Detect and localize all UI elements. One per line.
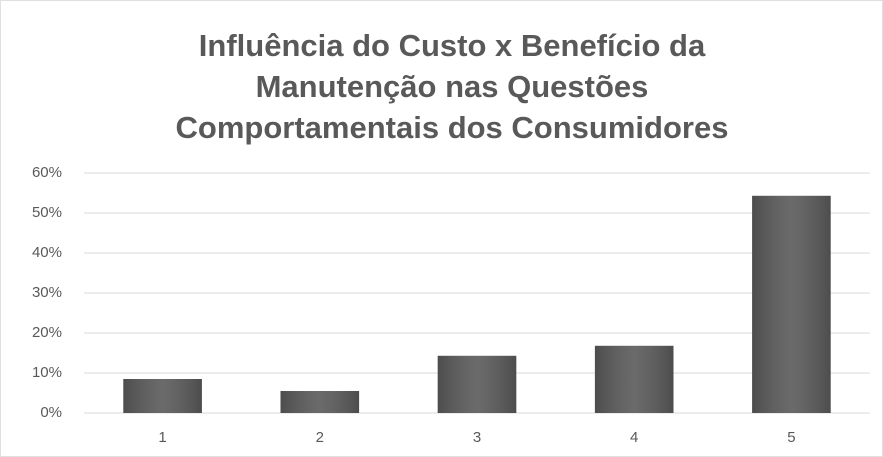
x-tick-label: 4 — [630, 429, 638, 446]
x-tick-label: 2 — [316, 429, 324, 446]
bar-shade — [437, 355, 517, 413]
y-tick-label: 30% — [32, 284, 62, 301]
x-tick-label: 5 — [787, 429, 795, 446]
y-tick-label: 10% — [32, 364, 62, 381]
bar-shade — [752, 195, 831, 413]
y-tick-label: 20% — [32, 324, 62, 341]
chart-title: Manutenção nas Questões — [256, 69, 649, 104]
bar-shade — [123, 379, 202, 413]
y-tick-label: 40% — [32, 244, 62, 261]
chart-title: Comportamentais dos Consumidores — [176, 110, 729, 145]
x-tick-label: 3 — [473, 429, 481, 446]
y-tick-label: 0% — [40, 404, 62, 421]
bar-shade — [280, 391, 360, 413]
y-tick-label: 60% — [32, 164, 62, 181]
x-tick-label: 1 — [158, 429, 166, 446]
y-tick-label: 50% — [32, 204, 62, 221]
chart-title: Influência do Custo x Benefício da — [199, 28, 706, 63]
bar-shade — [594, 345, 674, 413]
